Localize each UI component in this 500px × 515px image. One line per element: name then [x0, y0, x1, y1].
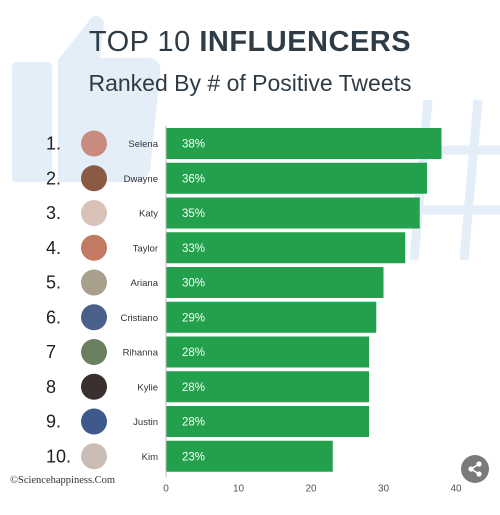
data-label: 36% [182, 173, 205, 185]
bar [166, 232, 406, 264]
rank-label: 9. [46, 412, 61, 432]
data-label: 30% [182, 278, 205, 290]
avatar [81, 339, 107, 365]
category-label: Justin [133, 417, 158, 428]
data-label: 28% [182, 347, 205, 359]
x-tick-label: 10 [233, 484, 245, 495]
x-tick-label: 20 [305, 484, 317, 495]
data-label: 28% [182, 417, 205, 429]
bar [166, 301, 377, 333]
category-label: Dwayne [124, 174, 158, 185]
rank-label: 1. [46, 134, 61, 154]
bar [166, 336, 369, 368]
category-label: Cristiano [121, 313, 159, 324]
category-label: Ariana [131, 278, 159, 289]
rank-label: 8 [46, 377, 56, 397]
bar [166, 406, 369, 437]
avatar [81, 269, 107, 296]
chart-title: TOP 10 INFLUENCERS [0, 26, 500, 59]
rank-label: 2. [46, 168, 61, 188]
chart-subtitle: Ranked By # of Positive Tweets [88, 70, 412, 96]
share-icon [468, 461, 482, 477]
rank-label: 10. [46, 446, 71, 466]
title-bold: INFLUENCERS [199, 26, 412, 58]
avatar [81, 408, 107, 435]
title-light: TOP 10 [88, 26, 200, 58]
data-label: 28% [182, 382, 205, 394]
rank-label: 4. [46, 238, 61, 258]
x-tick-label: 40 [450, 484, 462, 495]
data-label: 33% [182, 243, 205, 255]
rank-label: 6. [46, 307, 61, 327]
category-label: Taylor [133, 243, 158, 254]
avatar [81, 130, 107, 157]
category-label: Kylie [137, 382, 158, 393]
avatar [81, 200, 107, 226]
bar [166, 162, 427, 194]
category-label: Rihanna [123, 348, 159, 359]
share-button[interactable] [461, 455, 489, 483]
avatar [81, 373, 107, 400]
copyright-text: ©Sciencehappiness.Com [10, 475, 116, 486]
x-tick-label: 0 [163, 484, 169, 495]
category-label: Selena [128, 139, 158, 150]
category-label: Kim [142, 452, 158, 463]
data-label: 38% [182, 139, 205, 151]
avatar [81, 234, 107, 261]
bar [166, 197, 420, 229]
data-label: 23% [182, 451, 205, 463]
bar [166, 267, 384, 298]
avatar [81, 443, 107, 470]
avatar [81, 165, 107, 192]
bar [166, 371, 369, 403]
bar [166, 440, 333, 472]
data-label: 35% [182, 208, 205, 220]
x-tick-label: 30 [378, 484, 390, 495]
rank-label: 3. [46, 203, 61, 223]
rank-label: 5. [46, 273, 61, 293]
data-label: 29% [182, 312, 205, 324]
avatar [81, 304, 107, 331]
rank-label: 7 [46, 342, 56, 362]
bar [166, 128, 442, 159]
category-label: Katy [139, 209, 158, 220]
